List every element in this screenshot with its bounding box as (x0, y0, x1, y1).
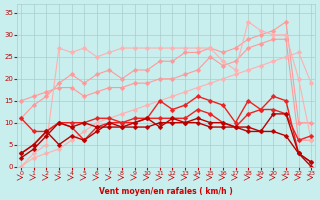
X-axis label: Vent moyen/en rafales ( km/h ): Vent moyen/en rafales ( km/h ) (99, 187, 233, 196)
